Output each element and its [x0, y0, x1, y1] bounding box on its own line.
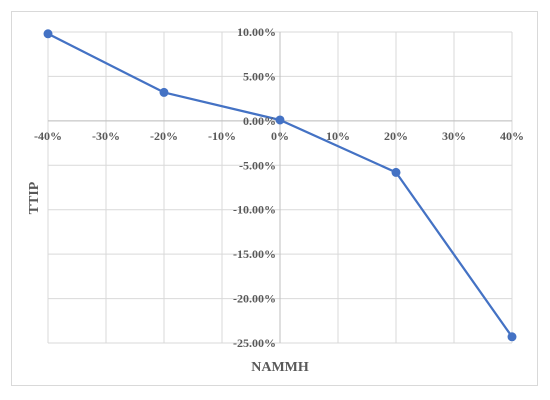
y-tick-label: -20.00%: [233, 292, 276, 306]
data-points: [43, 29, 517, 342]
x-tick-labels: -40% -30% -20% -10% 0% 10% 20% 30% 40%: [34, 129, 524, 143]
y-tick-label: -10.00%: [233, 203, 276, 217]
x-tick-label: 0%: [271, 129, 289, 143]
y-tick-label: -5.00%: [239, 158, 276, 172]
x-tick-label: 40%: [500, 129, 524, 143]
data-point: [159, 87, 169, 97]
y-tick-label: -25.00%: [233, 336, 276, 350]
x-tick-label: 20%: [384, 129, 408, 143]
x-tick-label: 30%: [442, 129, 466, 143]
data-point: [391, 167, 401, 177]
y-tick-label: 0.00%: [243, 114, 276, 128]
y-tick-label: 10.00%: [237, 25, 276, 39]
y-tick-label: 5.00%: [243, 69, 276, 83]
axes: [48, 32, 512, 343]
x-tick-label: -10%: [208, 129, 236, 143]
chart-frame: [11, 11, 538, 386]
x-tick-label: 10%: [326, 129, 350, 143]
y-tick-label: -15.00%: [233, 247, 276, 261]
x-axis-title: NAMMH: [251, 360, 309, 375]
data-point: [507, 332, 517, 342]
y-tick-labels: 10.00% 5.00% 0.00% -5.00% -10.00% -15.00% -20.…: [233, 25, 276, 350]
x-tick-label: -30%: [92, 129, 120, 143]
y-axis-title: TTIP: [27, 181, 42, 215]
data-point: [275, 115, 285, 125]
x-tick-label: -20%: [150, 129, 178, 143]
data-point: [43, 29, 53, 39]
x-tick-label: -40%: [34, 129, 62, 143]
